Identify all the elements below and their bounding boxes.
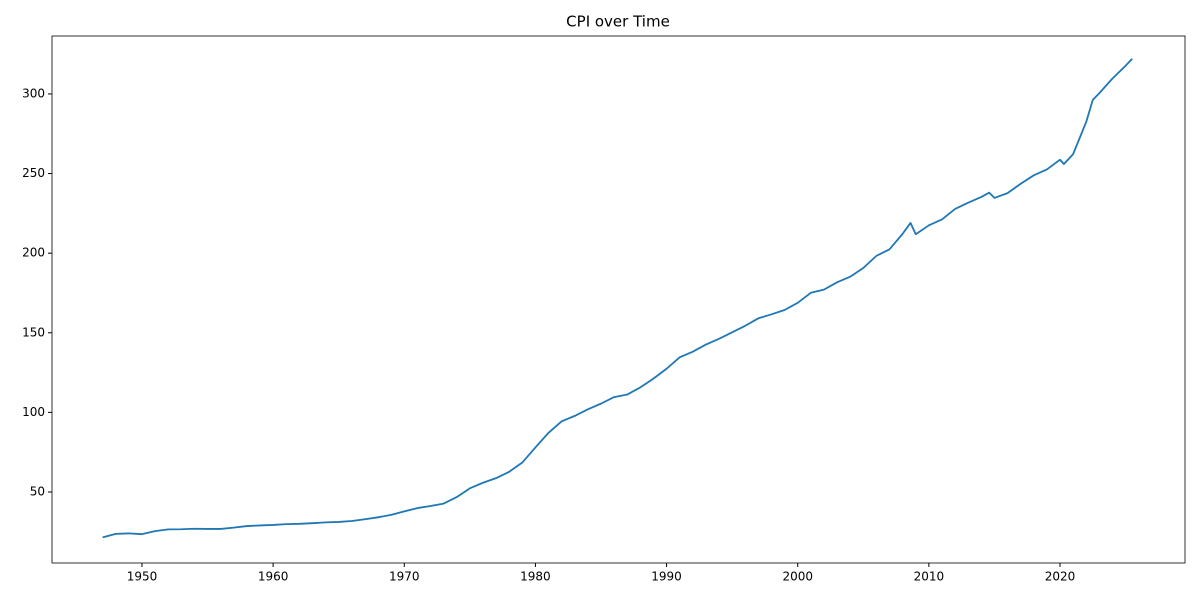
data-line (102, 58, 1133, 539)
y-tick-label: 200 (22, 246, 45, 260)
x-tick-label: 2000 (782, 570, 813, 584)
y-tick-label: 300 (22, 86, 45, 100)
x-tick-label: 2010 (914, 570, 945, 584)
plot-frame (51, 35, 1186, 564)
x-tick-label: 1960 (258, 570, 289, 584)
y-tick-label: 250 (22, 166, 45, 180)
x-tick-label: 1970 (389, 570, 420, 584)
x-tick-label: 1990 (651, 570, 682, 584)
y-tick-label: 100 (22, 405, 45, 419)
chart-title: CPI over Time (566, 13, 670, 31)
y-tick-label: 50 (30, 484, 45, 498)
x-tick-label: 1980 (520, 570, 551, 584)
x-tick-label: 2020 (1045, 570, 1076, 584)
x-tick-label: 1950 (127, 570, 158, 584)
y-tick-label: 150 (22, 325, 45, 339)
